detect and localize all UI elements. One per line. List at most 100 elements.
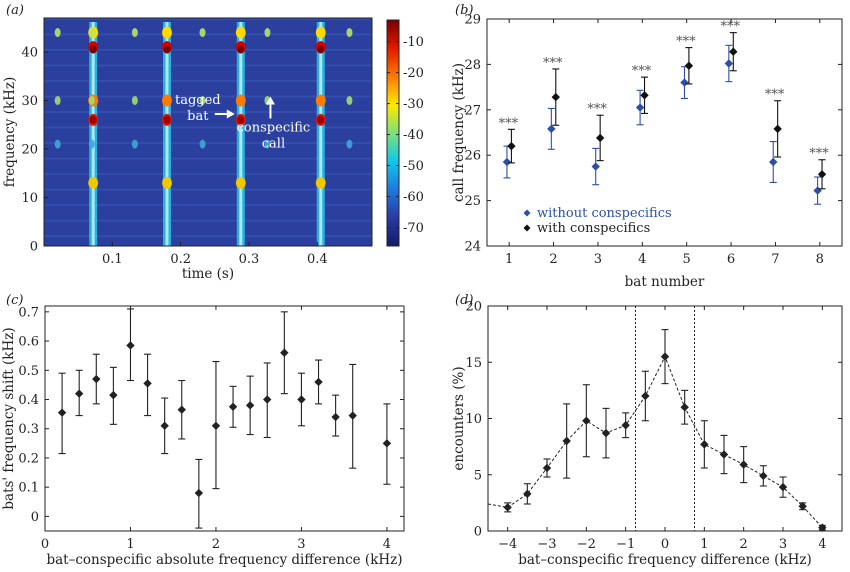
data-point <box>719 450 729 459</box>
annotation-line: call <box>262 136 285 151</box>
data-point <box>660 352 670 361</box>
significance-marker: *** <box>587 102 607 117</box>
data-point <box>641 391 650 401</box>
spectrogram-x-axis-label: time (s) <box>182 266 234 282</box>
data-point <box>507 141 516 151</box>
data-point <box>818 523 827 532</box>
data-point <box>621 421 630 430</box>
y-tick-label: 15 <box>465 356 482 371</box>
data-point <box>228 402 238 412</box>
data-point <box>813 186 822 195</box>
data-point <box>245 401 255 410</box>
background-band <box>44 126 372 129</box>
colorbar-tick-label: -20 <box>403 66 424 81</box>
significance-marker: *** <box>676 35 696 50</box>
x-tick-label: 0 <box>41 537 49 552</box>
significance-marker: *** <box>543 56 563 71</box>
significance-marker: *** <box>765 88 785 103</box>
x-tick-label: −4 <box>498 537 517 552</box>
background-band <box>44 219 372 222</box>
data-point <box>348 411 357 420</box>
arrow-head <box>265 96 275 105</box>
data-point <box>109 390 118 400</box>
data-point <box>280 348 289 357</box>
x-tick-label: 8 <box>816 252 824 267</box>
colorbar: -10 -20 -30 -40 -50 -60 -70 <box>386 19 424 247</box>
call-frequency-panel: (b) 1 2 3 4 5 6 7 8 24 25 26 27 28 29 *** *** *** *** *** *… <box>451 3 843 290</box>
conspecific-call <box>88 28 95 149</box>
data-point <box>211 421 221 431</box>
data-point <box>700 440 709 449</box>
panel-a-label: (a) <box>6 3 24 18</box>
colorbar-tick-label: -60 <box>403 190 424 205</box>
data-point <box>640 91 649 100</box>
y-tick-label: 25 <box>464 194 481 209</box>
x-tick-label: 0.4 <box>307 252 328 267</box>
x-tick-label: 0 <box>661 537 669 552</box>
spectrogram-plot <box>43 17 373 247</box>
background-band <box>44 204 372 207</box>
background-band <box>44 188 372 191</box>
encounters-series <box>503 329 827 532</box>
annotation-line: conspecific <box>237 120 311 135</box>
data-point <box>601 428 611 438</box>
x-tick-label: 4 <box>818 537 826 552</box>
frequency-shift-x-axis-label: bat–conspecific absolute frequency diffe… <box>46 552 402 568</box>
conspecific-call <box>199 28 206 149</box>
background-band <box>44 110 372 114</box>
x-tick-label: 0.2 <box>170 252 191 267</box>
data-point <box>680 78 689 87</box>
background-band <box>44 64 372 67</box>
encounters-line <box>487 355 823 528</box>
y-tick-label: 20 <box>21 142 38 157</box>
data-point <box>798 502 807 511</box>
tagged-bat-call <box>88 22 99 246</box>
data-point <box>503 503 512 512</box>
y-tick-label: 0 <box>30 240 38 255</box>
series-with-conspecifics <box>507 32 827 190</box>
conspecific-call <box>264 28 271 149</box>
data-point <box>523 489 532 499</box>
frequency-shift-panel: (c) 0 1 2 3 4 0 0.1 0.2 0.3 0.4 0.5 0.6 0.7 bat–cons… <box>1 293 405 568</box>
spectrogram-ticks: 0.1 0.2 0.3 0.4 0 10 20 30 40 <box>21 45 327 267</box>
y-tick-label: 0.2 <box>18 451 39 466</box>
data-point <box>684 61 694 70</box>
x-tick-label: 5 <box>683 252 691 267</box>
y-tick-label: 40 <box>21 45 38 60</box>
legend-label: with conspecifics <box>537 221 650 236</box>
x-tick-label: 2 <box>549 252 557 267</box>
legend-marker <box>523 224 531 232</box>
data-point <box>635 103 645 112</box>
x-tick-label: 0.3 <box>239 252 260 267</box>
plot-frame <box>43 17 373 247</box>
background-band <box>44 141 372 145</box>
y-tick-label: 0.7 <box>18 305 39 320</box>
background-band <box>44 157 372 160</box>
x-tick-label: 3 <box>594 252 602 267</box>
y-tick-label: 28 <box>464 58 481 73</box>
colorbar-tick-label: -30 <box>403 97 424 112</box>
frequency-shift-y-axis-label: bats' frequency shift (kHz) <box>1 327 17 509</box>
x-tick-label: 6 <box>727 252 735 267</box>
call-frequency-x-axis-label: bat number <box>625 274 705 290</box>
y-tick-label: 0.3 <box>18 422 39 437</box>
conspecific-call <box>346 28 353 149</box>
y-tick-label: 27 <box>464 103 481 118</box>
data-point <box>680 403 689 412</box>
colorbar-gradient <box>386 19 400 247</box>
panel-c-label: (c) <box>6 293 23 308</box>
tagged-bat-call <box>162 22 172 246</box>
data-point <box>314 377 323 387</box>
significance-marker: *** <box>499 116 519 131</box>
call-frequency-plot: 1 2 3 4 5 6 7 8 24 25 26 27 28 29 *** *** *** *** *** *** **… <box>464 13 843 267</box>
y-tick-label: 0.5 <box>18 364 39 379</box>
background-band <box>44 95 372 98</box>
data-point <box>582 416 591 425</box>
significance-marker: *** <box>632 64 652 79</box>
x-tick-label: −3 <box>537 537 556 552</box>
y-tick-label: 20 <box>465 300 482 315</box>
significance-marker: *** <box>721 20 741 35</box>
